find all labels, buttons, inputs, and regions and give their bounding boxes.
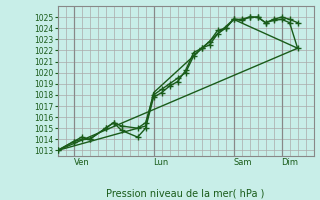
Text: Dim: Dim	[282, 158, 299, 167]
Text: Lun: Lun	[154, 158, 169, 167]
Text: Sam: Sam	[234, 158, 252, 167]
Text: Pression niveau de la mer( hPa ): Pression niveau de la mer( hPa )	[107, 189, 265, 199]
Text: Ven: Ven	[74, 158, 89, 167]
